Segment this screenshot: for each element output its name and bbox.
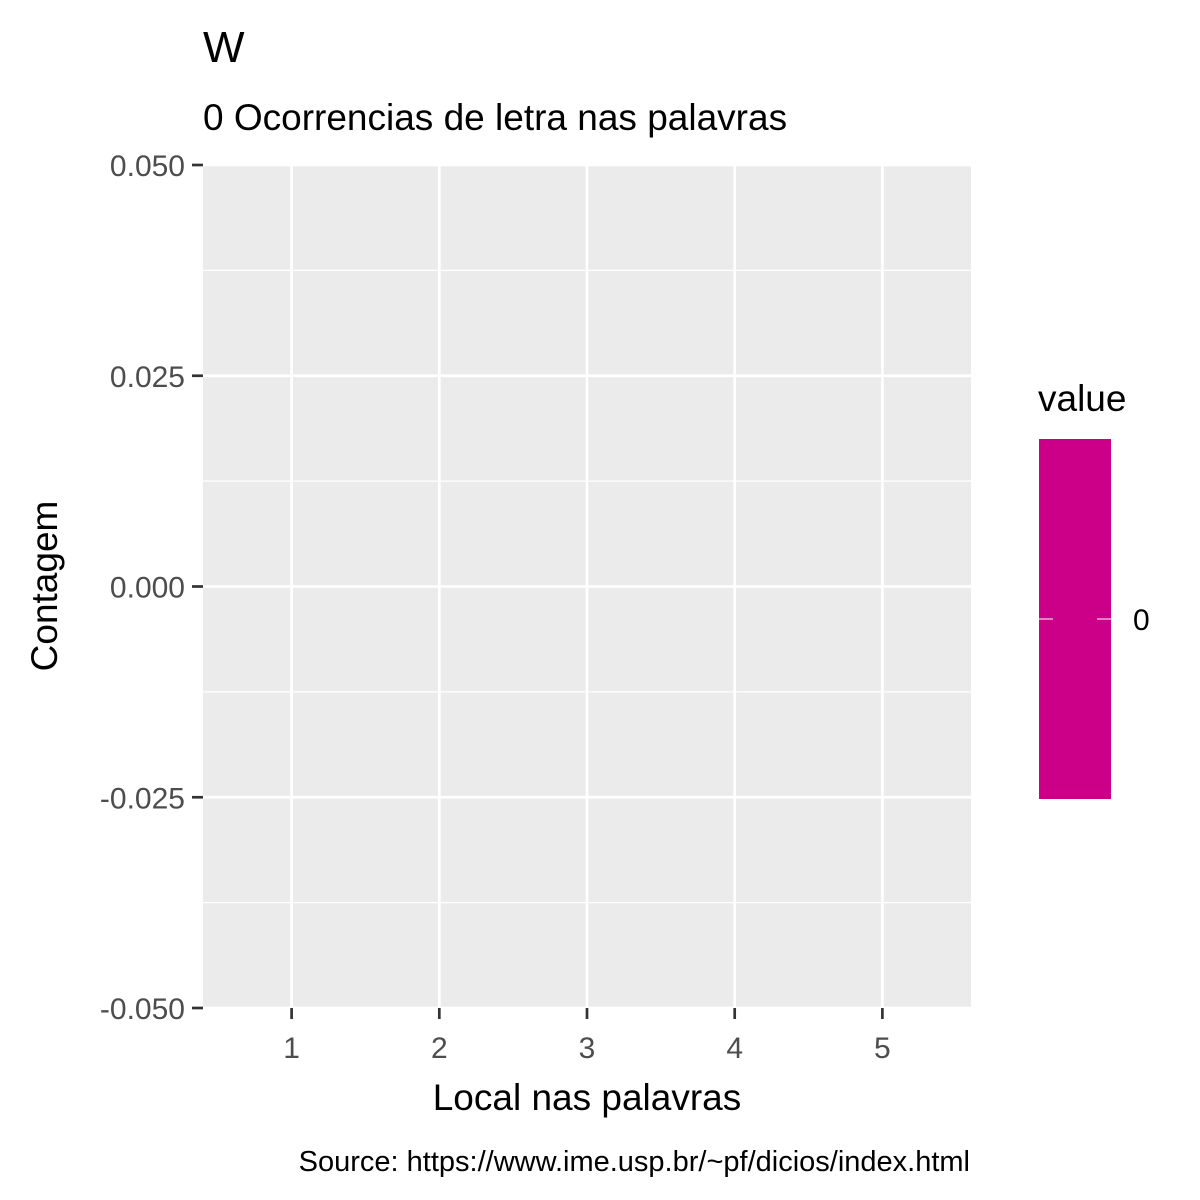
x-tick-label: 5 (874, 1032, 891, 1065)
chart-subtitle: 0 Ocorrencias de letra nas palavras (203, 97, 787, 138)
y-tick-label: 0.000 (110, 572, 185, 605)
chart-title: W (203, 23, 245, 72)
y-tick-label: -0.025 (100, 782, 185, 815)
y-tick-label: -0.050 (100, 993, 185, 1026)
x-tick-label: 2 (431, 1032, 448, 1065)
x-tick-label: 3 (579, 1032, 596, 1065)
x-tick-label: 4 (726, 1032, 743, 1065)
x-axis: 1 2 3 4 5 (283, 1008, 891, 1065)
legend-title: value (1038, 378, 1126, 419)
x-axis-label: Local nas palavras (433, 1077, 742, 1118)
x-tick-label: 1 (283, 1032, 300, 1065)
legend-ticks: 0 (1039, 604, 1150, 637)
y-tick-label: 0.025 (110, 361, 185, 394)
legend-tick-label: 0 (1133, 604, 1150, 637)
y-axis: -0.050 -0.025 0.000 0.025 0.050 (100, 150, 203, 1026)
chart-caption: Source: https://www.ime.usp.br/~pf/dicio… (299, 1146, 970, 1178)
y-axis-label: Contagem (24, 501, 65, 672)
grid-major (203, 163, 971, 1010)
y-tick-label: 0.050 (110, 150, 185, 183)
